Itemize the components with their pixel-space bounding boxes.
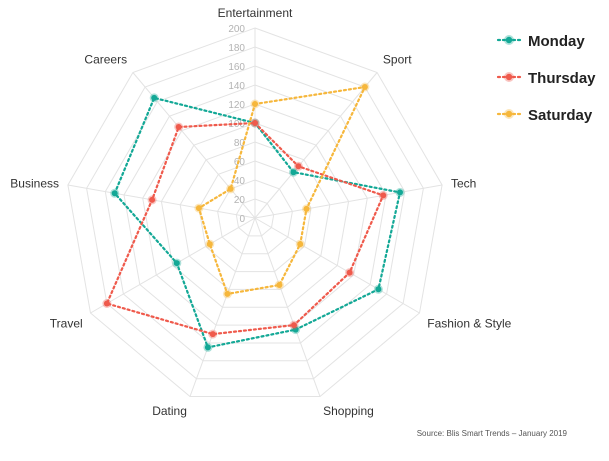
legend-item: Saturday xyxy=(496,107,593,124)
grid-ring xyxy=(123,84,387,344)
tick-label: 200 xyxy=(228,24,245,35)
grid-ring xyxy=(142,103,368,326)
data-point xyxy=(276,282,283,288)
tick-label: 0 xyxy=(239,214,245,225)
series-thursday xyxy=(102,118,388,339)
data-point xyxy=(380,192,387,199)
data-point xyxy=(173,260,180,267)
grid-spoke xyxy=(254,184,443,219)
category-label: Entertainment xyxy=(218,6,293,20)
data-point xyxy=(375,286,382,293)
grid-ring xyxy=(198,160,312,273)
tick-label: 140 xyxy=(228,81,245,92)
grid-spoke xyxy=(254,72,378,219)
series-monday xyxy=(110,93,405,352)
tick-label: 80 xyxy=(234,138,246,149)
legend-item: Thursday xyxy=(496,70,596,87)
data-series xyxy=(102,82,405,352)
data-point xyxy=(361,84,368,90)
data-point xyxy=(397,189,403,196)
data-point xyxy=(195,205,202,212)
data-point xyxy=(290,169,297,176)
data-point xyxy=(151,94,158,101)
category-label: Business xyxy=(10,176,59,190)
grid-ring xyxy=(104,65,406,362)
tick-label: 20 xyxy=(234,195,246,206)
category-label: Tech xyxy=(451,176,476,190)
data-point xyxy=(103,300,110,307)
data-point xyxy=(252,120,258,126)
data-point xyxy=(291,322,297,329)
series-line xyxy=(105,121,385,336)
legend-marker xyxy=(505,110,513,118)
category-label: Shopping xyxy=(323,404,374,418)
data-point xyxy=(227,185,234,192)
grid-spoke xyxy=(90,217,256,314)
grid-ring xyxy=(160,122,350,308)
category-label: Dating xyxy=(152,404,187,418)
data-point xyxy=(297,241,304,248)
legend-label: Monday xyxy=(528,33,585,50)
legend-marker xyxy=(505,73,513,81)
category-label: Fashion & Style xyxy=(427,317,511,331)
data-point xyxy=(111,190,118,197)
tick-label: 120 xyxy=(228,100,245,111)
data-point xyxy=(346,269,353,276)
grid-spoke xyxy=(254,217,321,397)
category-label: Careers xyxy=(84,53,127,67)
tick-label: 40 xyxy=(234,176,246,187)
data-point xyxy=(175,124,182,130)
data-point xyxy=(292,326,299,333)
radar-grid xyxy=(67,27,443,397)
grid-ring xyxy=(235,198,275,237)
legend: Monday Thursday Saturday xyxy=(496,33,596,124)
grid-ring xyxy=(67,27,443,397)
category-label: Travel xyxy=(50,317,83,331)
data-point xyxy=(149,196,156,203)
series-saturday xyxy=(194,82,370,299)
tick-label: 160 xyxy=(228,62,245,73)
tick-label: 60 xyxy=(234,157,246,168)
data-point xyxy=(224,290,231,297)
data-point xyxy=(303,205,310,212)
legend-label: Thursday xyxy=(528,70,596,87)
tick-label: 180 xyxy=(228,43,245,54)
data-point xyxy=(206,241,213,248)
legend-label: Saturday xyxy=(528,107,593,124)
grid-ring xyxy=(217,179,293,255)
grid-ring xyxy=(86,46,424,380)
grid-spoke xyxy=(189,217,256,397)
legend-item: Monday xyxy=(496,33,585,50)
grid-spoke xyxy=(254,217,420,314)
series-line xyxy=(113,96,402,349)
category-labels: Entertainment Sport Tech Fashion & Style Sho… xyxy=(10,6,511,418)
data-point xyxy=(252,101,258,107)
series-line xyxy=(197,85,367,296)
source-note: Source: Blis Smart Trends – January 2019 xyxy=(417,429,568,438)
legend-marker xyxy=(505,36,513,44)
data-point xyxy=(209,331,216,338)
data-point xyxy=(295,163,302,170)
grid-spoke xyxy=(67,184,256,219)
category-label: Sport xyxy=(383,53,412,67)
data-point xyxy=(204,344,211,351)
